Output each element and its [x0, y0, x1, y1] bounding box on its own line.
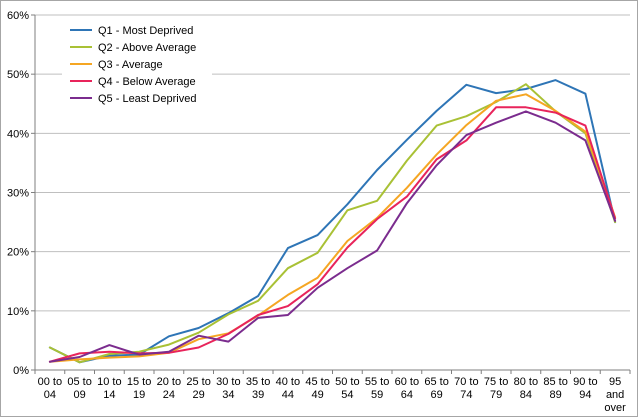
- x-tick-label: 55 to 59: [365, 376, 389, 401]
- x-tick-label: 45 to 49: [305, 376, 329, 401]
- y-tick-label: 0%: [13, 365, 29, 377]
- legend-label: Q1 - Most Deprived: [98, 25, 193, 37]
- series-line-q4: [48, 106, 617, 363]
- x-tick-label: 90 to 94: [573, 376, 597, 401]
- x-tick-label: 15 to 19: [127, 376, 151, 401]
- x-tick-label: 30 to 34: [216, 376, 240, 401]
- y-tick-label: 20%: [7, 247, 29, 259]
- x-tick-label: 00 to 04: [38, 376, 62, 401]
- x-tick-label: 70 to 74: [454, 376, 478, 401]
- x-tick-label: 80 to 84: [514, 376, 538, 401]
- y-tick-label: 50%: [7, 69, 29, 81]
- y-tick-label: 60%: [7, 10, 29, 22]
- y-tick-label: 30%: [7, 188, 29, 200]
- x-tick-label: 85 to 89: [543, 376, 567, 401]
- x-tick-label: 25 to 29: [186, 376, 210, 401]
- series-line-q1: [48, 79, 617, 364]
- x-tick-label: 95 and over: [604, 376, 626, 414]
- legend: Q1 - Most Deprived Q2 - Above Average Q3 -…: [62, 20, 212, 109]
- x-tick-label: 10 to 14: [97, 376, 121, 401]
- series-line-q2: [48, 83, 617, 364]
- x-tick-label: 60 to 64: [395, 376, 419, 401]
- x-tick-label: 35 to 39: [246, 376, 270, 401]
- y-tick-label: 40%: [7, 128, 29, 140]
- x-tick-label: 05 to 09: [67, 376, 91, 401]
- series-line-q5: [48, 110, 617, 363]
- x-tick-label: 50 to 54: [335, 376, 359, 401]
- x-tick-label: 40 to 44: [276, 376, 300, 401]
- legend-label: Q3 - Average: [98, 59, 163, 71]
- x-tick-label: 65 to 69: [424, 376, 448, 401]
- legend-label: Q2 - Above Average: [98, 42, 196, 54]
- legend-label: Q4 - Below Average: [98, 76, 196, 88]
- series-lines: [48, 79, 617, 364]
- legend-label: Q5 - Least Deprived: [98, 93, 196, 105]
- series-line-q3: [48, 93, 617, 363]
- y-tick-label: 10%: [7, 306, 29, 318]
- x-tick-label: 75 to 79: [484, 376, 508, 401]
- x-tick-label: 20 to 24: [157, 376, 181, 401]
